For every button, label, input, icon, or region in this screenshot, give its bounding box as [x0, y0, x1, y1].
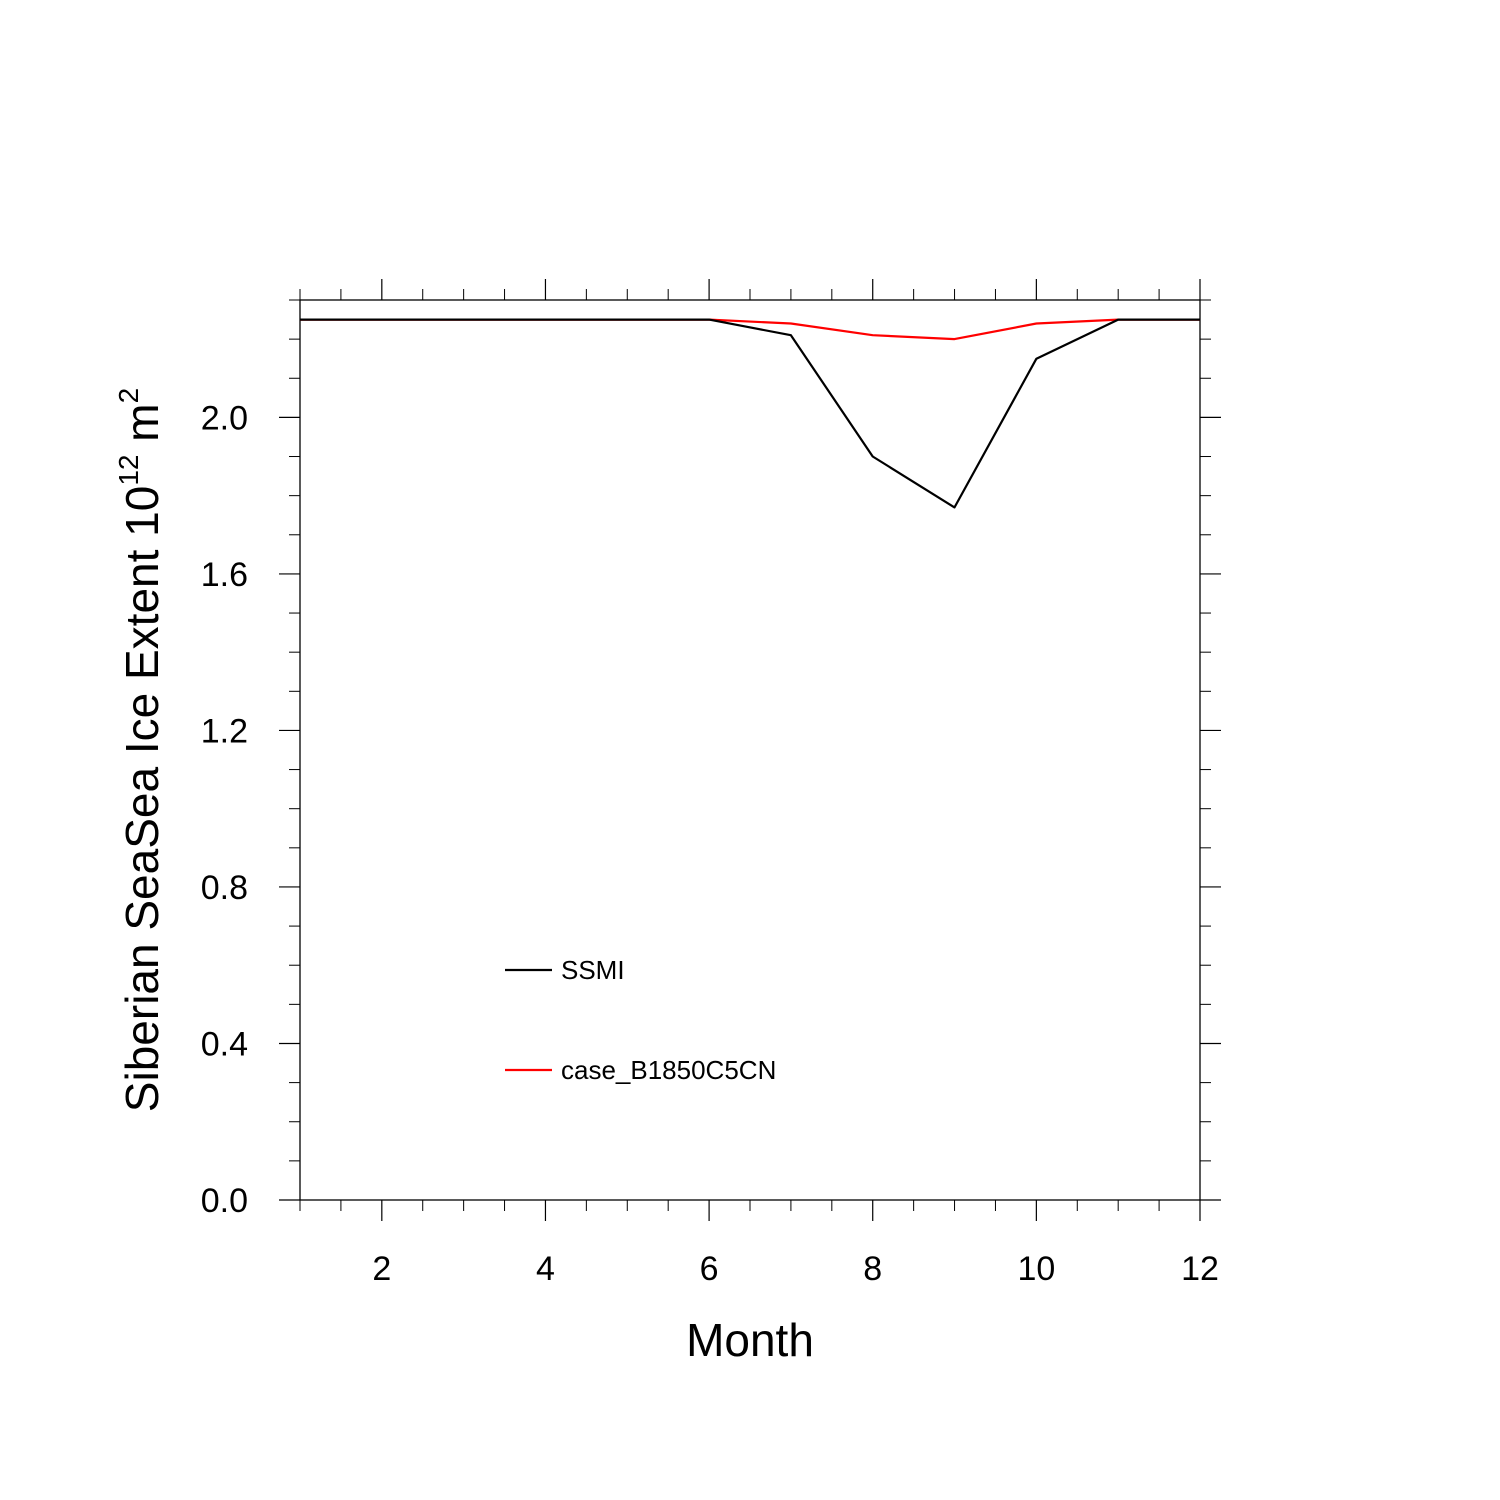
y-tick-label: 2.0 — [201, 399, 248, 437]
x-axis-title: Month — [686, 1314, 814, 1366]
y-axis-title-main: Siberian SeaSea Ice Extent 10 — [116, 486, 168, 1113]
x-tick-label: 6 — [700, 1250, 719, 1288]
y-tick-label: 1.6 — [201, 556, 248, 594]
legend-label: SSMI — [561, 955, 625, 985]
y-tick-label: 1.2 — [201, 712, 248, 750]
series-line-ssmi — [300, 318, 1200, 509]
x-tick-label: 8 — [863, 1250, 882, 1288]
series-line-case-b1850c5cn — [300, 318, 1200, 341]
legend: SSMI case_B1850C5CN — [505, 955, 776, 1085]
y-tick-label: 0.8 — [201, 869, 248, 907]
y-axis-title: Siberian SeaSea Ice Extent 1012 m2 — [113, 388, 168, 1112]
y-axis-title-unit: m — [116, 403, 168, 454]
tick-labels: 2 4 6 8 10 12 0.0 0.4 0.8 1.2 1.6 2.0 — [201, 399, 1219, 1288]
legend-label: case_B1850C5CN — [561, 1055, 776, 1085]
axis-ticks — [279, 279, 1221, 1221]
x-tick-label: 2 — [372, 1250, 391, 1288]
x-tick-label: 12 — [1181, 1250, 1219, 1288]
y-tick-label: 0.0 — [201, 1182, 248, 1220]
y-axis-title-exponent: 12 — [113, 455, 144, 486]
x-tick-label: 4 — [536, 1250, 555, 1288]
x-tick-label: 10 — [1017, 1250, 1055, 1288]
y-axis-title-unit-exponent: 2 — [113, 388, 144, 404]
y-tick-label: 0.4 — [201, 1025, 248, 1063]
series-lines — [300, 318, 1200, 509]
